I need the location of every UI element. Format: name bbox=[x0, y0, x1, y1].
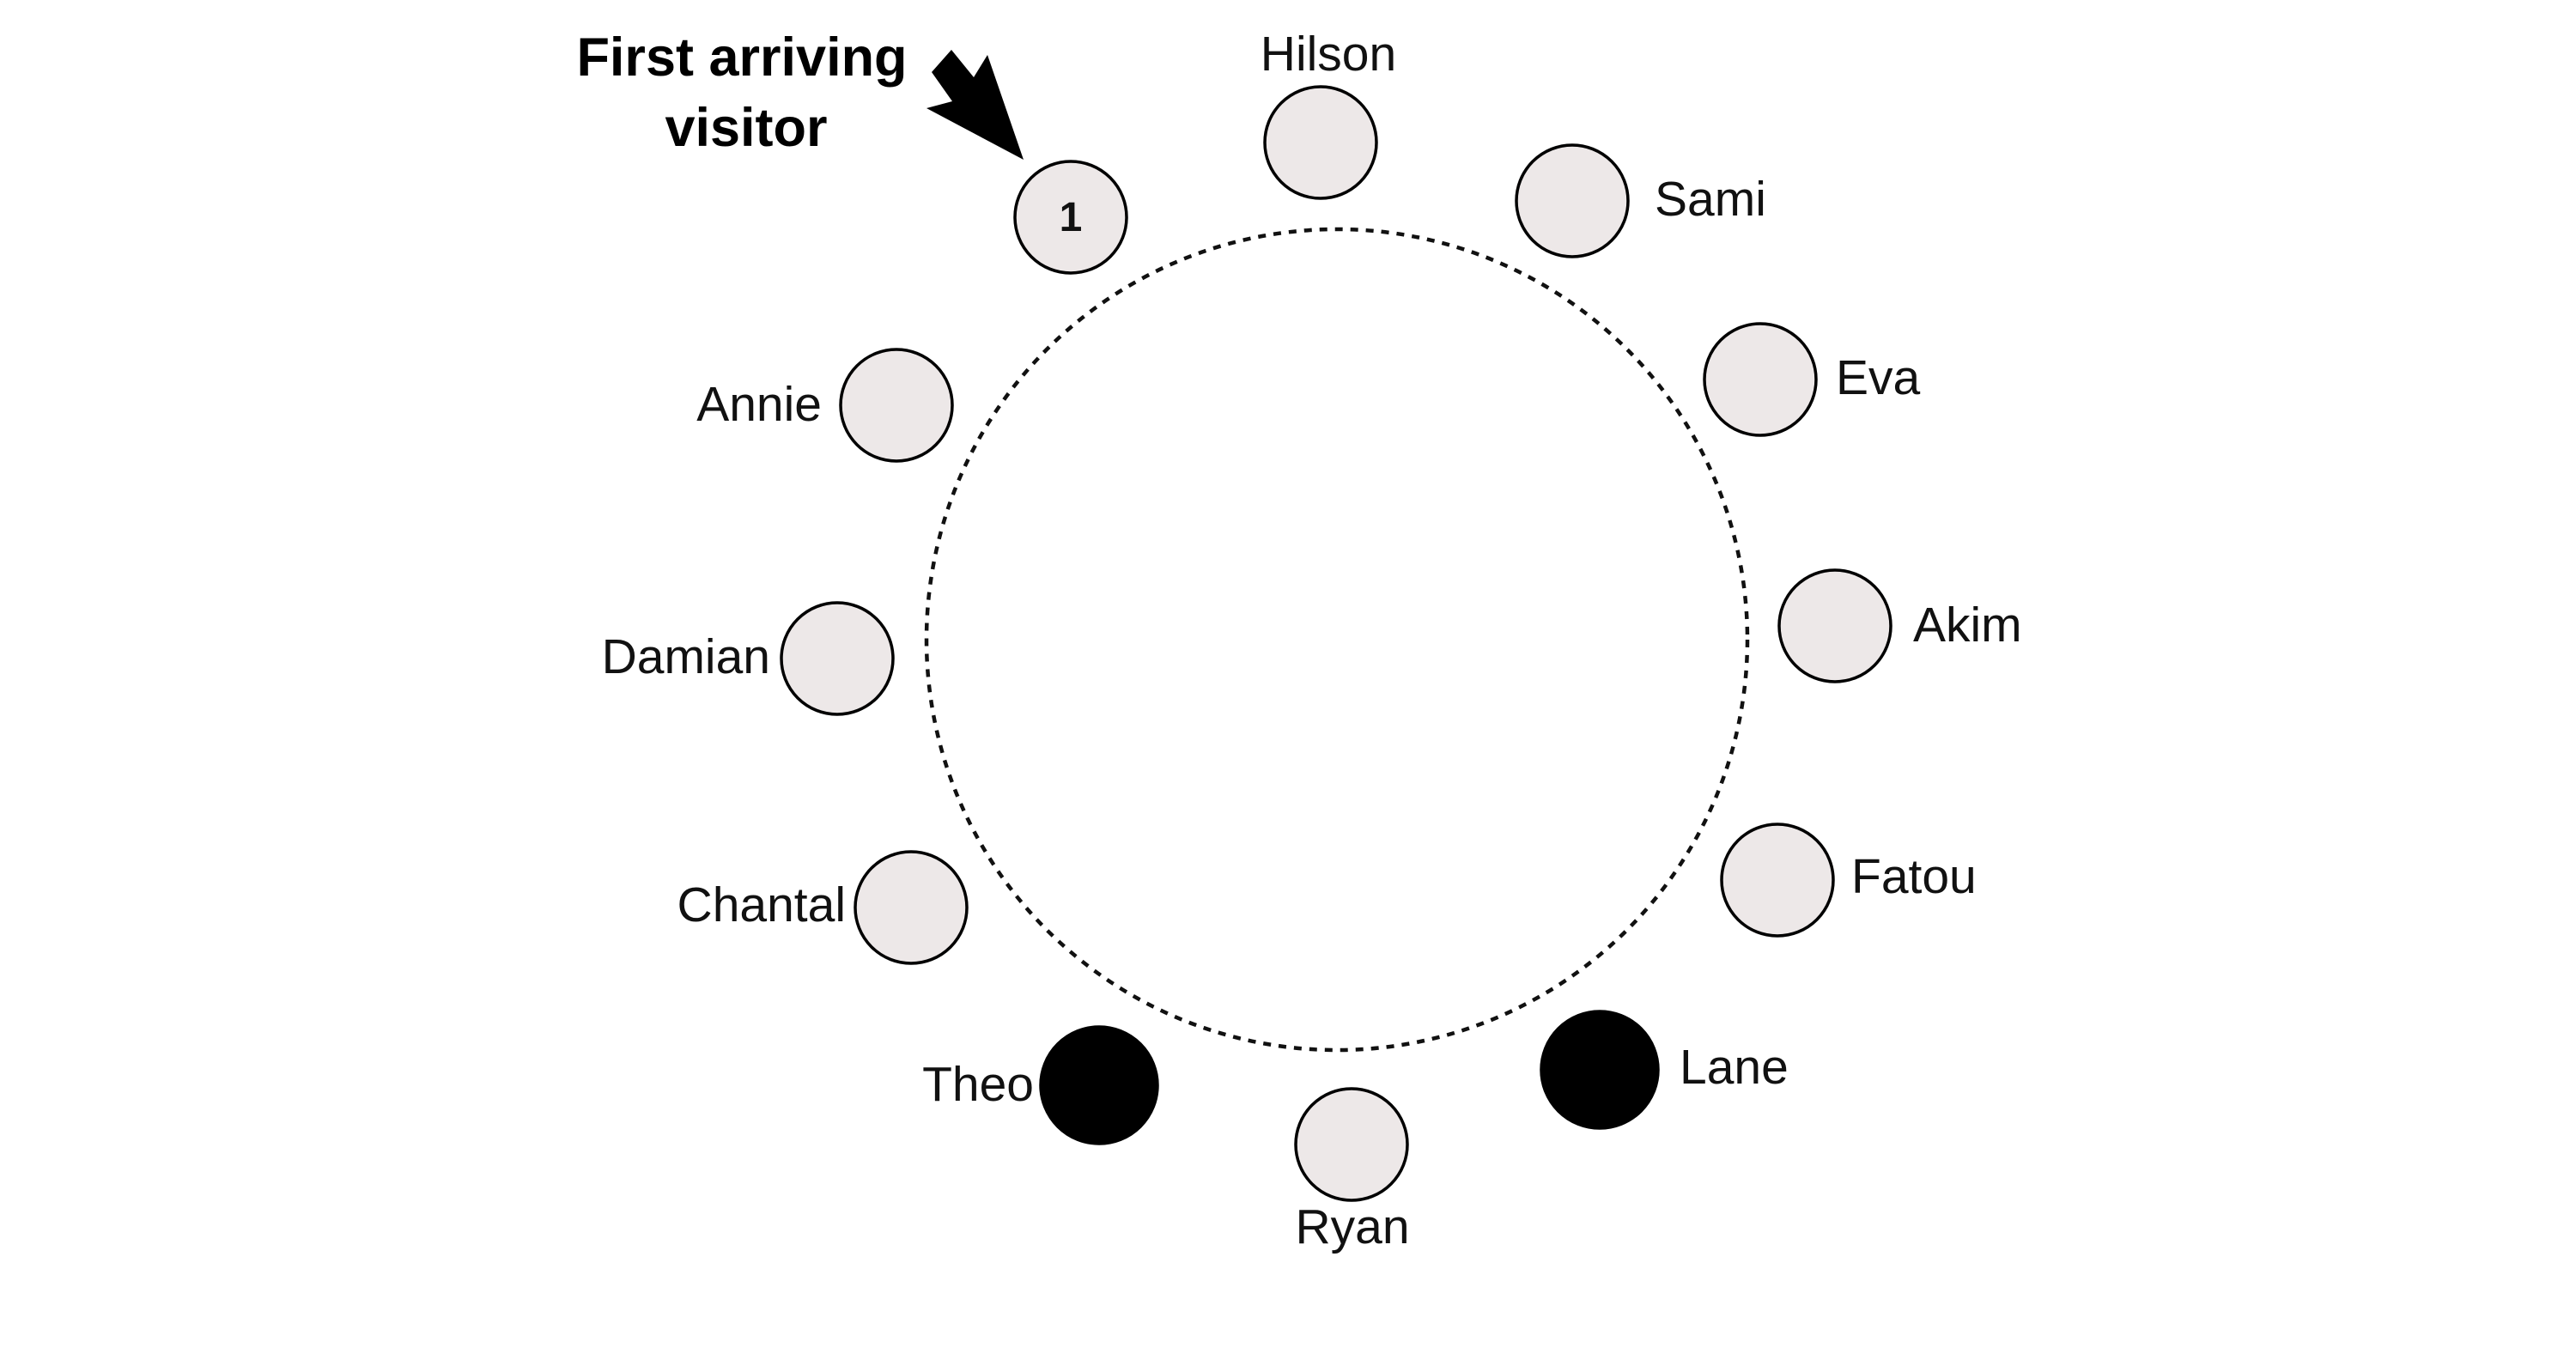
seat-label: Fatou bbox=[1851, 849, 1977, 904]
seat-label: Lane bbox=[1680, 1040, 1789, 1095]
seat-damian: Damian bbox=[602, 601, 895, 716]
annotation-line-2: visitor bbox=[665, 98, 827, 158]
seat-circle bbox=[1540, 1010, 1660, 1130]
seat-circle bbox=[1515, 143, 1630, 258]
seat-first-visitor: 1 bbox=[1013, 160, 1128, 275]
seat-circle bbox=[1263, 85, 1378, 200]
seat-circle bbox=[1013, 160, 1128, 275]
arrow-icon bbox=[927, 50, 1024, 160]
table-outline bbox=[924, 227, 1750, 1053]
seat-label: Annie bbox=[696, 377, 822, 432]
seat-akim: Akim bbox=[1777, 568, 2022, 683]
seat-circle bbox=[854, 850, 969, 965]
seat-circle bbox=[1294, 1087, 1409, 1202]
seat-label: Ryan bbox=[1295, 1199, 1409, 1254]
seat-chantal: Chantal bbox=[677, 850, 969, 965]
seat-ryan: Ryan bbox=[1294, 1087, 1410, 1254]
seat-theo: Theo bbox=[922, 1025, 1159, 1145]
seat-label: Chantal bbox=[677, 877, 846, 932]
seat-circle bbox=[839, 348, 954, 463]
seat-lane: Lane bbox=[1540, 1010, 1789, 1130]
seat-label: Theo bbox=[922, 1057, 1034, 1112]
seat-label: Damian bbox=[602, 629, 770, 684]
seat-circle bbox=[1777, 568, 1893, 683]
seat-label: Hilson bbox=[1261, 27, 1396, 82]
seat-hilson: Hilson bbox=[1261, 27, 1396, 200]
seat-label: Akim bbox=[1913, 598, 2022, 653]
seat-fatou: Fatou bbox=[1720, 823, 1977, 938]
seat-circle bbox=[780, 601, 895, 716]
seat-sami: Sami bbox=[1515, 143, 1766, 258]
seat-number: 1 bbox=[1060, 195, 1083, 240]
seat-circle bbox=[1720, 823, 1835, 938]
seat-circle bbox=[1703, 322, 1818, 437]
seat-circle bbox=[1039, 1025, 1159, 1145]
seat-eva: Eva bbox=[1703, 322, 1921, 437]
seat-annie: Annie bbox=[696, 348, 954, 463]
annotation-line-1: First arriving bbox=[576, 27, 907, 88]
seat-label: Sami bbox=[1655, 172, 1766, 227]
seat-label: Eva bbox=[1836, 350, 1921, 405]
